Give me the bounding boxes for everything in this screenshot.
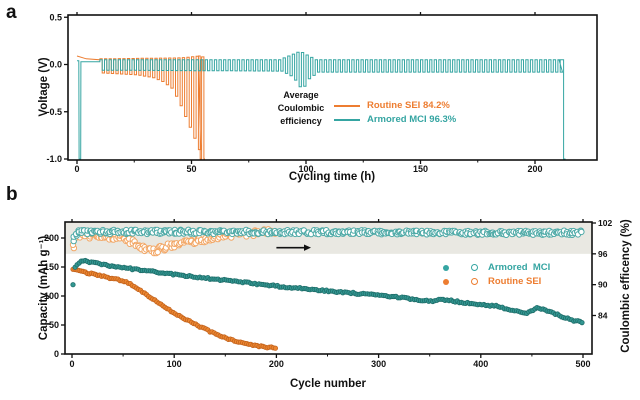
armored-filled-marker-icon xyxy=(443,264,449,271)
svg-text:100: 100 xyxy=(44,291,59,301)
svg-text:200: 200 xyxy=(269,359,284,369)
svg-text:150: 150 xyxy=(44,262,59,272)
routine-sei-line-swatch xyxy=(334,104,360,107)
svg-text:400: 400 xyxy=(473,359,488,369)
svg-text:500: 500 xyxy=(575,359,590,369)
annotation-line: Coulombic xyxy=(277,103,325,113)
svg-text:0: 0 xyxy=(74,164,79,174)
svg-text:84: 84 xyxy=(598,311,608,321)
routine-filled-marker-icon xyxy=(443,278,449,285)
legend-label: Armored MCI xyxy=(488,262,551,273)
panel-a-series xyxy=(76,51,566,160)
routine-open-marker-icon xyxy=(471,278,478,285)
panel-b-left-y-axis-label: Capacity (mAh g⁻¹) xyxy=(38,235,50,341)
svg-text:100: 100 xyxy=(167,359,182,369)
legend-label: Routine SEI xyxy=(488,276,542,287)
svg-text:0: 0 xyxy=(69,359,74,369)
panel-b-right-y-axis-label: Coulombic efficency (%) xyxy=(620,219,632,353)
armored-open-marker-icon xyxy=(471,264,478,271)
panel-a-chart: 0 50 100 150 200 0.5 0.0 -0.5 -1.0 xyxy=(46,12,598,174)
annotation-line: efficiency xyxy=(280,116,322,126)
svg-text:0: 0 xyxy=(54,349,59,359)
svg-text:50: 50 xyxy=(49,320,59,330)
panel-b-label: b xyxy=(6,184,18,205)
right-arrow-icon xyxy=(276,244,311,251)
panel-b-x-axis-label: Cycle number xyxy=(289,378,367,390)
voltage-trace-routine xyxy=(76,55,205,160)
legend-item-armored-mci: Armored MCI xyxy=(443,261,550,274)
panel-a-y-axis-label: Voltage (V) xyxy=(38,57,50,117)
svg-text:102: 102 xyxy=(598,218,612,228)
annotation-line: Average xyxy=(283,90,319,100)
svg-text:50: 50 xyxy=(186,164,196,174)
panel-b-frame xyxy=(64,221,593,355)
svg-text:0.5: 0.5 xyxy=(49,12,62,22)
legend-item-routine-sei: Routine SEI 84.2% xyxy=(334,99,456,112)
panel-a-frame xyxy=(67,14,598,161)
svg-text:-1.0: -1.0 xyxy=(46,154,62,164)
armored-mci-line-swatch xyxy=(334,118,360,121)
voltage-trace-armored xyxy=(77,51,566,160)
legend-item-routine-sei: Routine SEI xyxy=(443,275,550,288)
svg-text:0.0: 0.0 xyxy=(49,60,62,70)
svg-text:200: 200 xyxy=(527,164,542,174)
svg-text:100: 100 xyxy=(298,164,313,174)
panel-a-label: a xyxy=(6,2,17,23)
panel-a-x-axis-label: Cycling time (h) xyxy=(288,171,376,183)
svg-text:200: 200 xyxy=(44,233,59,243)
legend-label: Armored MCI 96.3% xyxy=(367,114,457,125)
svg-text:-0.5: -0.5 xyxy=(46,107,62,117)
panel-b-legend: Armored MCI Routine SEI xyxy=(443,261,550,289)
panel-a-legend: Routine SEI 84.2% Armored MCI 96.3% xyxy=(334,99,456,127)
svg-text:150: 150 xyxy=(413,164,428,174)
panel-a-annotation: Average Coulombic efficiency xyxy=(251,89,351,128)
svg-text:96: 96 xyxy=(598,249,608,259)
legend-label: Routine SEI 84.2% xyxy=(367,100,450,111)
svg-text:300: 300 xyxy=(371,359,386,369)
svg-text:90: 90 xyxy=(598,280,608,290)
legend-item-armored-mci: Armored MCI 96.3% xyxy=(334,113,456,126)
panel-b-series xyxy=(69,226,585,351)
panel-b-chart: 0 100 200 300 400 500 0 50 100 150 200 102 96 90 84 xyxy=(44,218,612,369)
